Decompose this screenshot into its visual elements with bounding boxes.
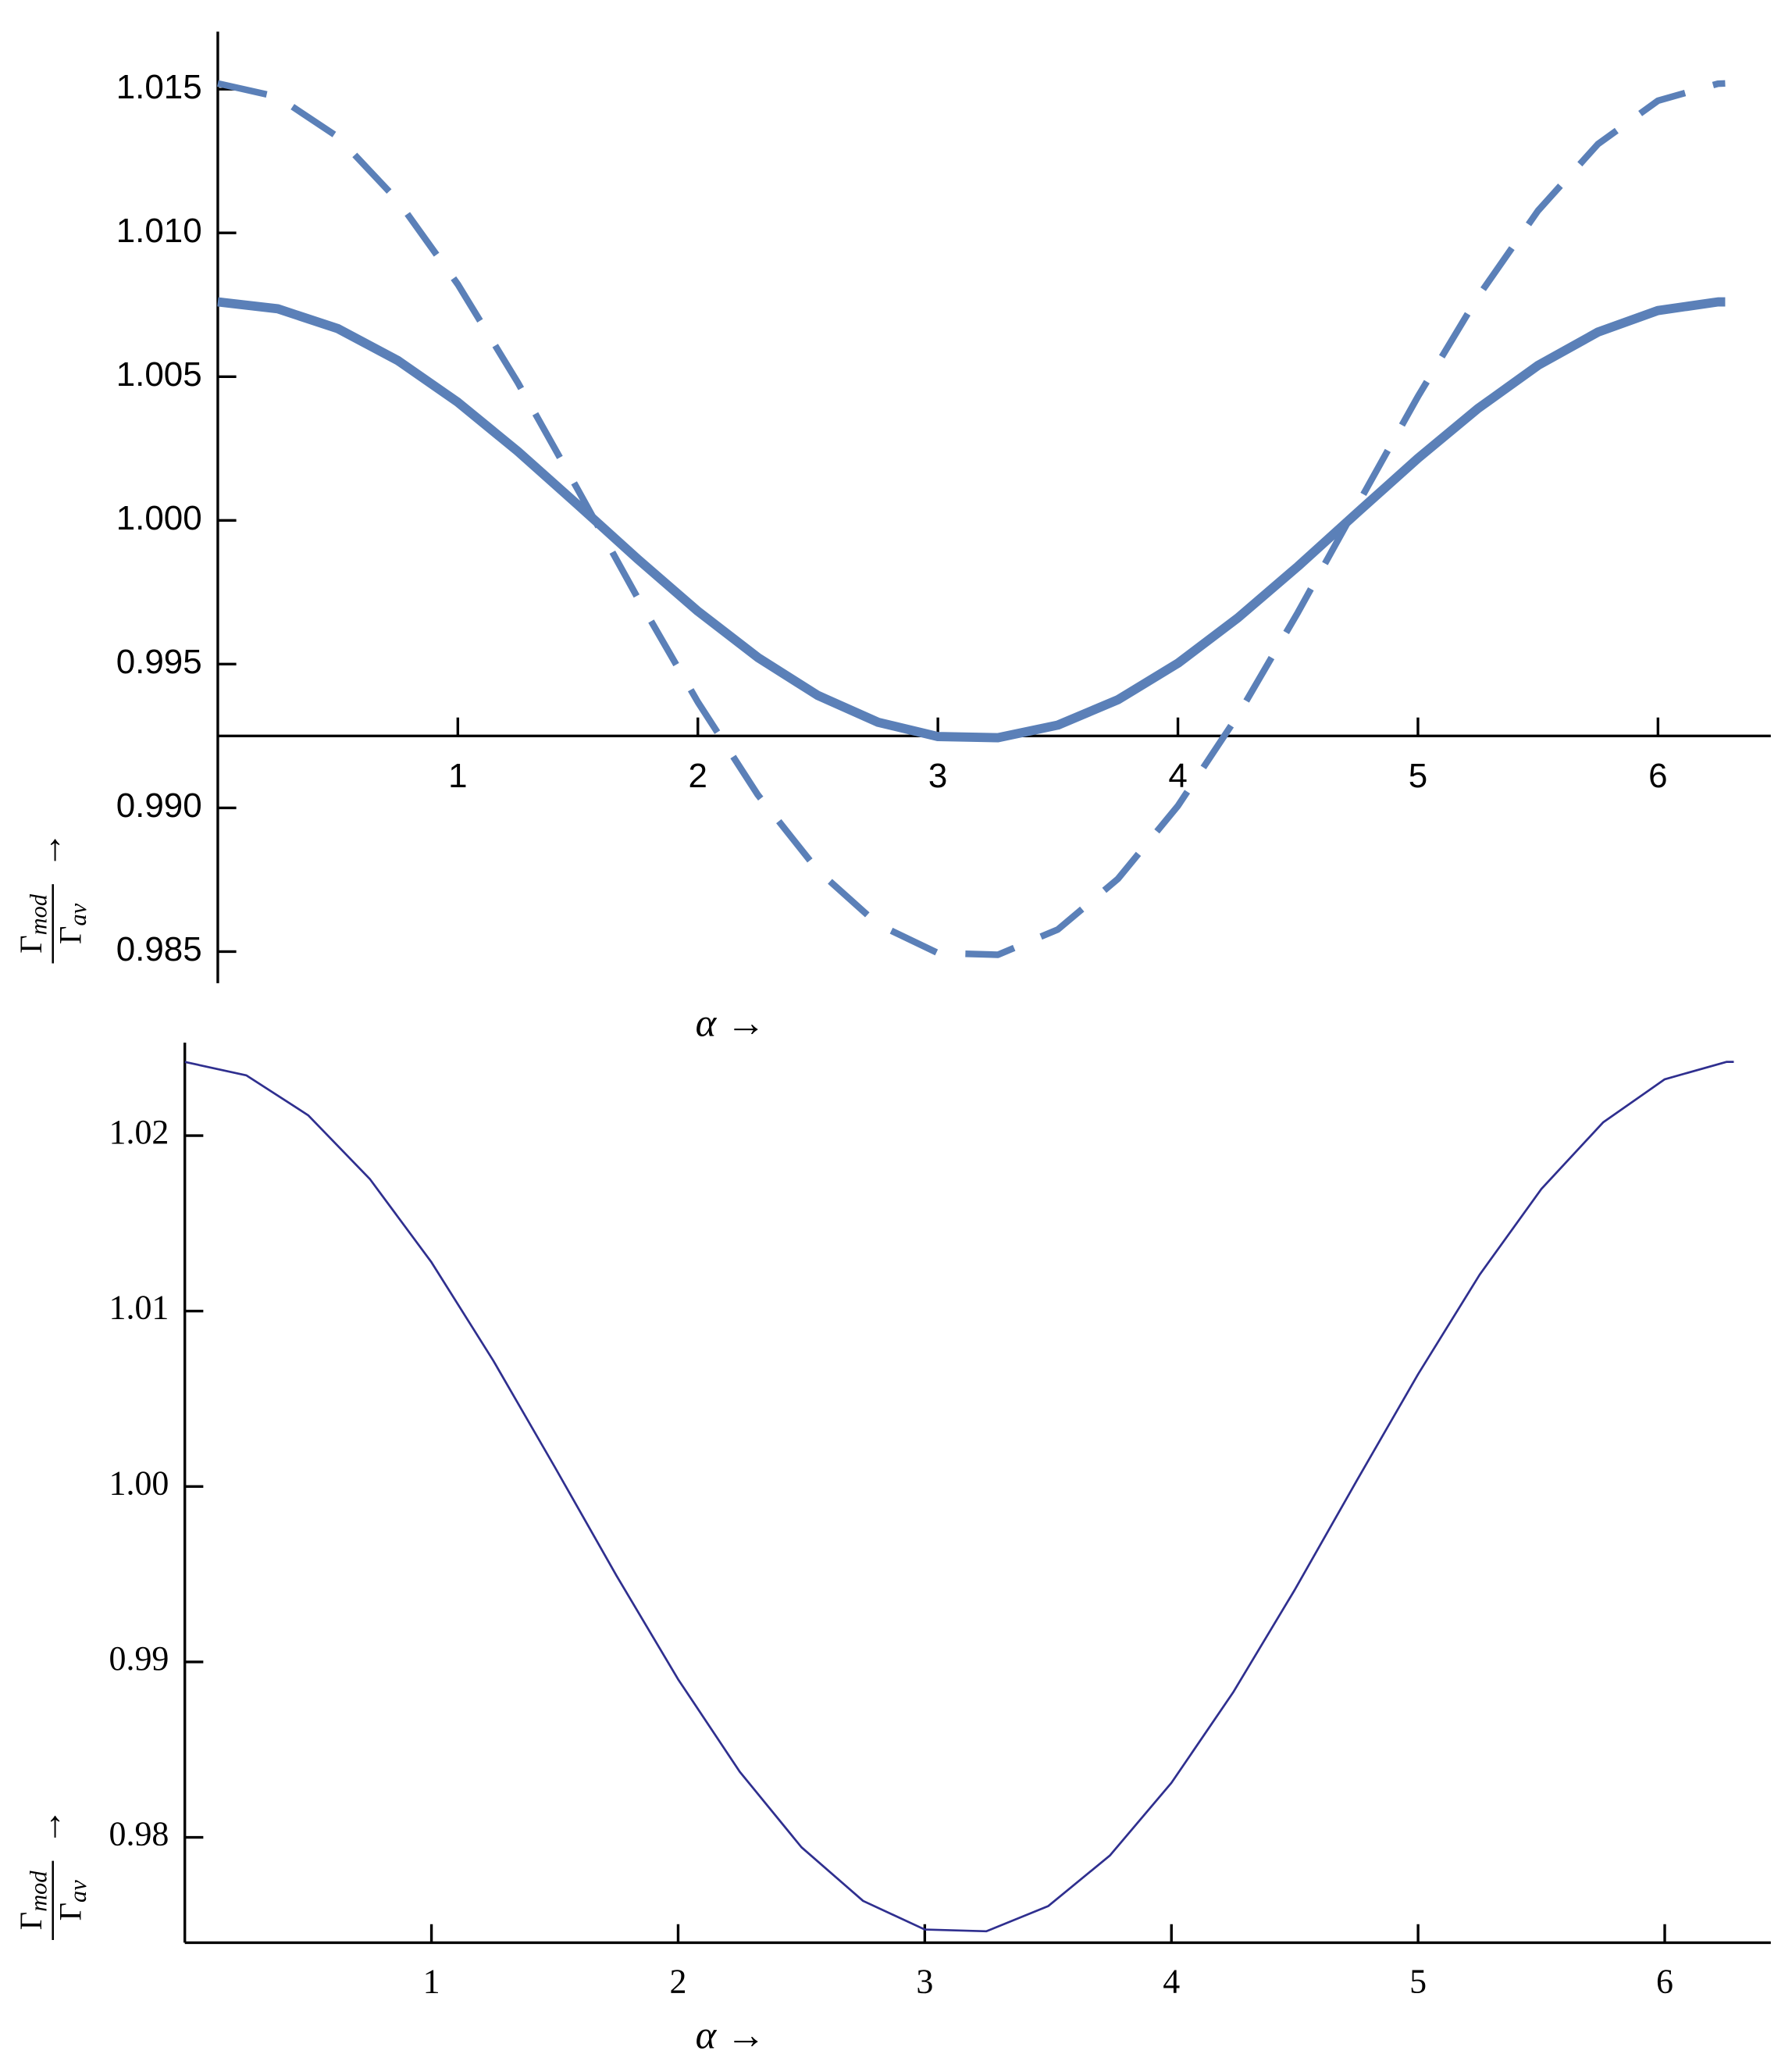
x-tick-label: 5: [1409, 1963, 1427, 2001]
y-axis-label: Γmod Γav →: [13, 832, 91, 964]
y-tick-label: 1.01: [109, 1289, 169, 1327]
series-line: [184, 1061, 1734, 1933]
x-tick-label: 2: [689, 757, 707, 795]
y-label-arrow: →: [30, 832, 70, 868]
y-label-numerator: Γmod: [13, 1871, 52, 1931]
x-tick-label: 3: [928, 757, 947, 795]
y-label-numerator: Γmod: [13, 893, 52, 954]
chart: 0.98 0.99 1.00 1.01 1.02 1 2 3 4 5 6 α → Γmod Γav →: [13, 1042, 1771, 2056]
y-label-denominator: Γav: [53, 903, 91, 944]
x-axis-label: α →: [696, 1000, 766, 1044]
x-tick-label: 6: [1656, 1963, 1673, 2001]
x-tick-label: 1: [423, 1963, 440, 2001]
y-tick-label: 1.005: [116, 355, 202, 394]
y-label-symbol: Γ: [53, 1903, 88, 1920]
x-tick-label: 2: [669, 1963, 686, 2001]
y-label-subscript: av: [65, 903, 91, 925]
y-label-subscript: av: [65, 1880, 91, 1903]
y-tick-label: 0.990: [116, 786, 202, 825]
y-label-denominator: Γav: [53, 1880, 91, 1921]
y-tick-label: 0.985: [116, 930, 202, 968]
y-tick-label: 1.010: [116, 212, 202, 250]
y-label-symbol: Γ: [13, 935, 48, 953]
chart: 0.985 0.990 0.995 1.000 1.005 1.010 1.015 1 2 3 4 5…: [13, 31, 1771, 1044]
y-label-arrow: →: [30, 1808, 70, 1845]
y-label-subscript: mod: [25, 893, 52, 935]
series-line: [217, 297, 1726, 743]
x-tick-label: 1: [448, 757, 467, 795]
y-tick-label: 1.015: [116, 68, 202, 106]
y-tick-label: 1.00: [109, 1464, 169, 1502]
y-label-symbol: Γ: [53, 925, 88, 943]
y-label-symbol: Γ: [13, 1912, 48, 1930]
y-label-subscript: mod: [25, 1871, 52, 1912]
series-line: [217, 80, 1726, 958]
x-tick-label: 3: [916, 1963, 933, 2001]
x-tick-label: 6: [1648, 757, 1667, 795]
y-tick-label: 0.995: [116, 643, 202, 681]
y-tick-label: 0.98: [109, 1815, 169, 1853]
x-tick-label: 4: [1168, 757, 1187, 795]
x-axis-label: α →: [696, 2013, 766, 2056]
x-tick-label: 5: [1409, 757, 1427, 795]
y-tick-label: 1.000: [116, 499, 202, 537]
y-tick-label: 0.99: [109, 1639, 169, 1678]
x-tick-label: 4: [1163, 1963, 1180, 2001]
y-tick-label: 1.02: [109, 1113, 169, 1151]
y-axis-label: Γmod Γav →: [13, 1808, 91, 1941]
